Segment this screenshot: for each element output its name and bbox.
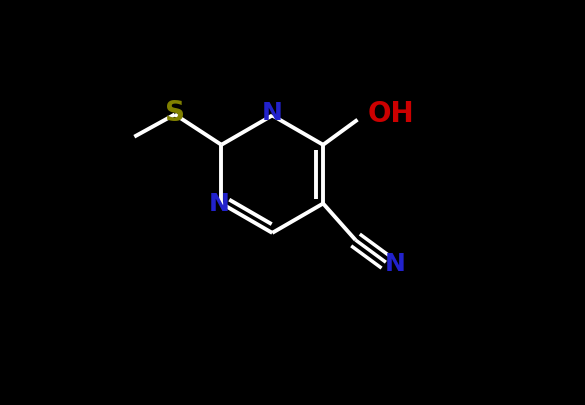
Text: N: N (262, 101, 283, 126)
Text: N: N (384, 252, 405, 276)
Text: OH: OH (367, 100, 414, 128)
Text: S: S (165, 99, 185, 127)
Text: N: N (209, 192, 230, 215)
